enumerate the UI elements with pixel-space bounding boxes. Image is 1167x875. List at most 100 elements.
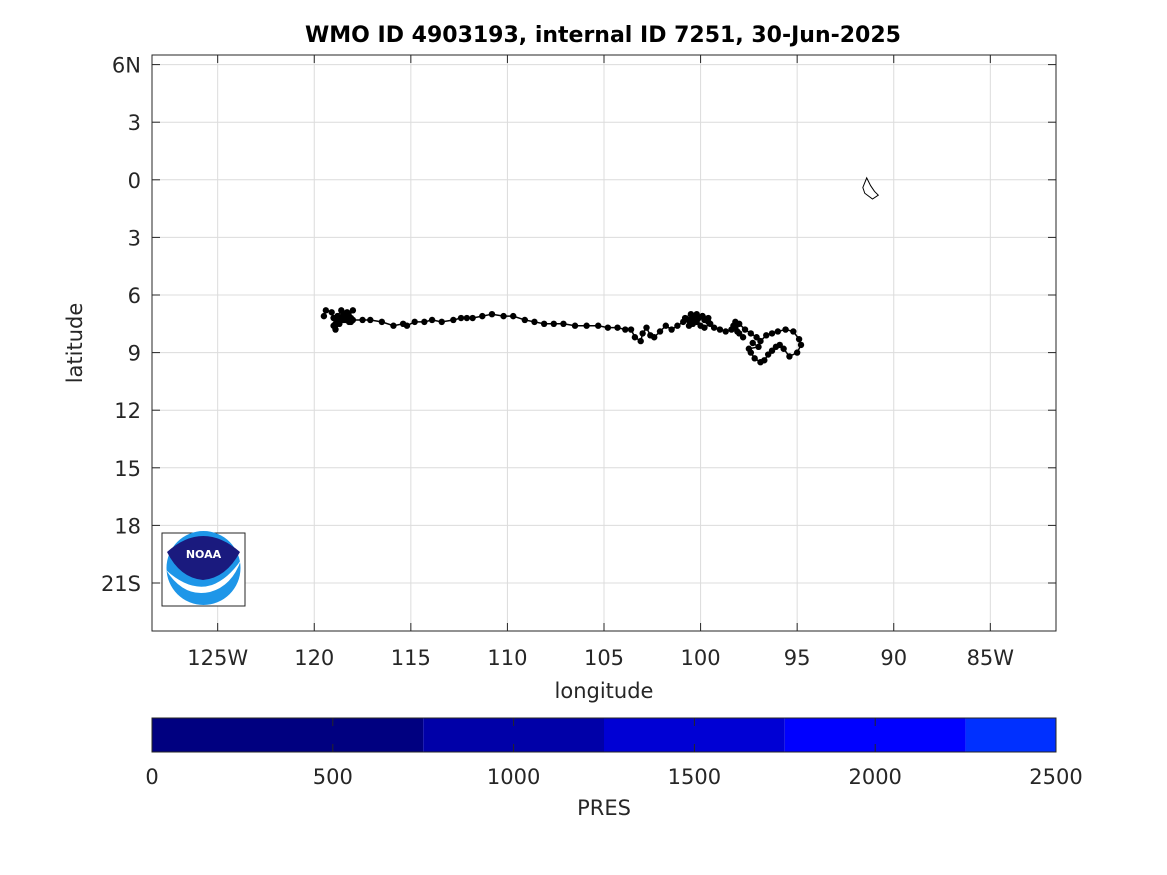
track-point (651, 334, 658, 341)
track-point (751, 355, 758, 362)
track-point (450, 316, 457, 324)
track-point (699, 312, 706, 320)
track-point (627, 326, 635, 333)
track-point (716, 326, 724, 333)
x-axis-label: longitude (555, 679, 654, 703)
track-point (378, 318, 386, 326)
x-tick-label: 100 (681, 646, 721, 670)
colorbar-tick-labels: 0 500 1000 1500 2000 2500 (145, 765, 1082, 789)
track-point (349, 316, 357, 324)
x-tick-label: 90 (880, 646, 907, 670)
x-tick-label: 115 (391, 646, 431, 670)
tick-marks (152, 55, 1056, 631)
grid-lines (152, 55, 1056, 631)
noaa-logo-text: NOAA (186, 548, 222, 561)
x-tick-label: 95 (784, 646, 811, 670)
track-point (614, 324, 621, 331)
colorbar-tick-label: 1000 (487, 765, 540, 789)
track-point (457, 314, 465, 322)
track-point (710, 324, 718, 331)
track-point (338, 307, 345, 314)
track-point (662, 322, 670, 329)
track-point (774, 328, 782, 335)
track-point (604, 324, 612, 331)
track-point (681, 314, 689, 322)
y-tick-label: 6N (112, 54, 141, 78)
track-point (739, 334, 747, 341)
colorbar-tick-label: 2500 (1029, 765, 1082, 789)
track-point (390, 322, 397, 329)
colorbar-frame (151, 717, 1057, 753)
track-point (768, 330, 776, 337)
plot-frame (151, 54, 1057, 632)
track-point (763, 332, 770, 339)
noaa-logo: NOAA (161, 531, 246, 607)
track-point (521, 316, 529, 324)
track-point (403, 322, 411, 329)
track-point (757, 359, 764, 366)
y-tick-label: 15 (114, 457, 141, 481)
x-tick-label: 125W (187, 646, 248, 670)
track-point (764, 351, 772, 358)
track-point (421, 318, 428, 326)
track-point (631, 334, 639, 341)
track-point (786, 353, 793, 360)
float-track (320, 307, 805, 366)
track-point (745, 345, 753, 352)
y-tick-label: 21S (101, 572, 141, 596)
track-point (755, 343, 762, 351)
y-tick-label: 9 (128, 342, 141, 366)
track-point (349, 307, 357, 314)
track-line (323, 309, 802, 364)
track-point (722, 328, 729, 335)
track-point (797, 341, 805, 349)
y-tick-label: 3 (128, 111, 141, 135)
track-point (734, 328, 741, 335)
colorbar-band (152, 718, 424, 752)
y-axis-label: latitude (63, 303, 87, 384)
track-point (643, 324, 650, 331)
track-point (510, 312, 517, 320)
track-point (479, 312, 486, 320)
track-point (595, 322, 602, 329)
chart-title: WMO ID 4903193, internal ID 7251, 30-Jun… (305, 23, 901, 48)
track-point (583, 322, 590, 329)
track-point (795, 335, 803, 343)
colorbar-tick-label: 0 (145, 765, 158, 789)
y-tick-label: 0 (128, 169, 141, 193)
track-point (320, 312, 328, 320)
track-point (782, 326, 789, 333)
track-point (749, 339, 756, 347)
colorbar-band (965, 718, 1056, 752)
track-point (332, 326, 339, 333)
track-point (334, 312, 341, 320)
track-point (747, 330, 755, 337)
track-point (656, 328, 664, 335)
x-tick-labels: 125W 120 115 110 105 100 95 90 85W (187, 646, 1014, 670)
track-point (741, 326, 749, 333)
colorbar-label: PRES (577, 796, 631, 820)
track-point (637, 337, 644, 345)
colorbar (151, 718, 1057, 752)
track-point (367, 316, 374, 324)
track-point (668, 326, 675, 333)
track-point (340, 314, 347, 322)
track-point (550, 320, 557, 327)
colorbar-tick-label: 500 (313, 765, 353, 789)
track-point (736, 320, 743, 327)
island-outline (862, 176, 880, 200)
x-tick-label: 105 (584, 646, 624, 670)
y-tick-label: 18 (114, 514, 141, 538)
track-point (531, 318, 538, 326)
track-point (693, 311, 700, 318)
track-point (757, 337, 764, 345)
y-tick-labels: 6N 3 0 3 6 9 12 15 18 21S (101, 54, 141, 596)
track-point (463, 314, 471, 322)
colorbar-tick-label: 1500 (668, 765, 721, 789)
track-point (540, 320, 548, 327)
track-point (705, 318, 712, 326)
track-point (500, 312, 507, 320)
track-point (622, 326, 629, 333)
track-point (793, 349, 801, 356)
